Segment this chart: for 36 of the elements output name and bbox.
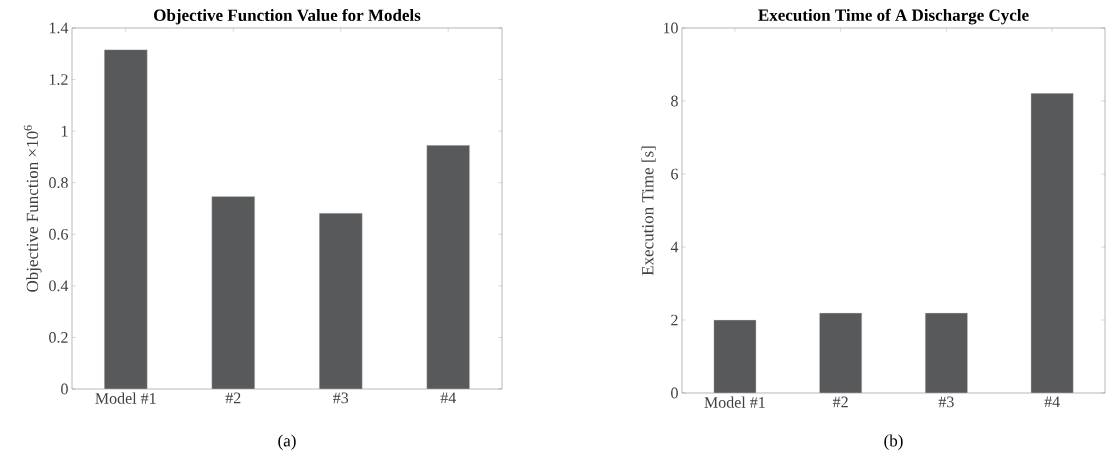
x-tick-label: #2 bbox=[225, 392, 241, 404]
x-tick-label: #3 bbox=[938, 396, 954, 408]
bar bbox=[426, 145, 470, 389]
bar bbox=[925, 312, 968, 393]
y-axis-title: Objective Function ×10$^{6}$ bbox=[23, 125, 42, 292]
x-tick-label: #4 bbox=[440, 392, 456, 404]
bar bbox=[319, 212, 363, 389]
y-tick-label: 0.6 bbox=[49, 228, 68, 240]
y-tick-label: 1.4 bbox=[49, 22, 69, 34]
x-tick-label: #2 bbox=[832, 396, 848, 408]
chart-title: Objective Function Value for Models bbox=[154, 8, 421, 25]
x-tick-label: #3 bbox=[333, 392, 349, 404]
y-tick-label: 0.2 bbox=[49, 332, 68, 343]
y-tick-label: 2 bbox=[671, 314, 678, 326]
bar bbox=[1030, 93, 1074, 393]
bar bbox=[819, 312, 862, 393]
y-tick-label: 0 bbox=[61, 383, 68, 395]
y-tick-label: 10 bbox=[663, 22, 678, 34]
y-tick-label: 0.4 bbox=[49, 280, 69, 292]
y-tick-label: 6 bbox=[671, 168, 678, 180]
text: (a) bbox=[278, 434, 296, 450]
text: (b) bbox=[884, 434, 903, 450]
x-tick-label: Model #1 bbox=[704, 396, 765, 408]
bar bbox=[713, 319, 757, 393]
bar bbox=[211, 196, 255, 389]
y-tick-label: 1.2 bbox=[49, 74, 68, 85]
y-axis-title: Execution Time [s] bbox=[641, 146, 656, 276]
y-tick-label: 8 bbox=[671, 95, 678, 107]
y-tick-label: 4 bbox=[670, 241, 679, 253]
y-tick-label: 1 bbox=[61, 125, 68, 137]
y-tick-label: 0.8 bbox=[49, 177, 68, 189]
bar bbox=[104, 49, 148, 389]
y-tick-label: 0 bbox=[671, 387, 678, 399]
x-tick-label: Model #1 bbox=[95, 392, 156, 404]
chart-title: Execution Time of A Discharge Cycle bbox=[758, 8, 1029, 25]
x-tick-label: #4 bbox=[1044, 396, 1060, 408]
